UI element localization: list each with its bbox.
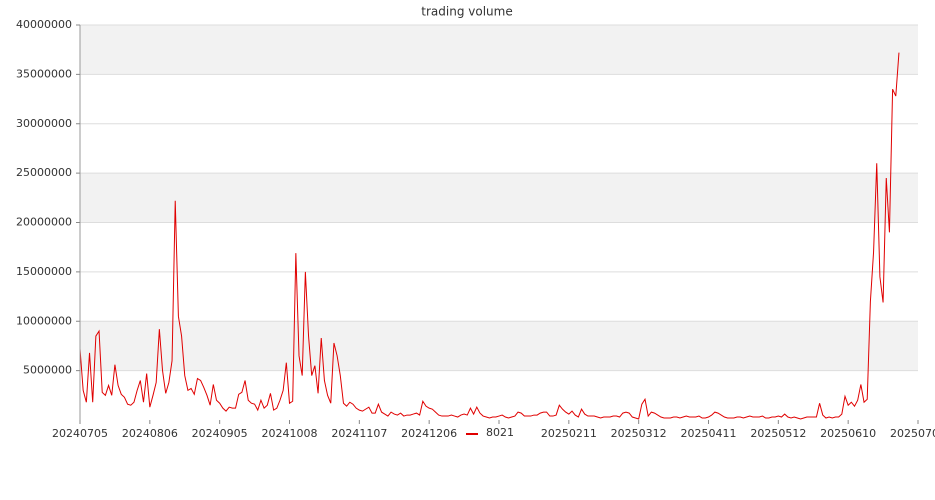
y-tick-label: 35000000	[16, 67, 72, 80]
grid-band	[80, 321, 918, 371]
y-tick-label: 10000000	[16, 314, 72, 327]
y-tick-label: 5000000	[23, 364, 72, 377]
x-tick-label: 20250512	[750, 427, 806, 440]
x-tick-label: 20250411	[681, 427, 737, 440]
y-tick-label: 15000000	[16, 265, 72, 278]
x-tick-label: 20240806	[122, 427, 178, 440]
y-tick-label: 40000000	[16, 18, 72, 31]
x-tick-label: 20240905	[192, 427, 248, 440]
grid-band	[80, 25, 918, 75]
legend-label: 8021	[486, 426, 514, 439]
y-tick-label: 25000000	[16, 166, 72, 179]
grid-band	[80, 173, 918, 223]
y-tick-label: 20000000	[16, 216, 72, 229]
x-tick-label: 20241206	[401, 427, 457, 440]
x-tick-label: 20250211	[541, 427, 597, 440]
x-tick-label: 20241107	[331, 427, 387, 440]
chart-title: trading volume	[421, 5, 512, 19]
x-tick-label: 20250312	[611, 427, 667, 440]
x-tick-label: 20250610	[820, 427, 876, 440]
legend-box	[459, 425, 539, 441]
x-tick-label: 20250709	[890, 427, 935, 440]
y-tick-label: 30000000	[16, 117, 72, 130]
x-tick-label: 20241008	[262, 427, 318, 440]
x-tick-label: 20240705	[52, 427, 108, 440]
line-series	[79, 52, 900, 420]
